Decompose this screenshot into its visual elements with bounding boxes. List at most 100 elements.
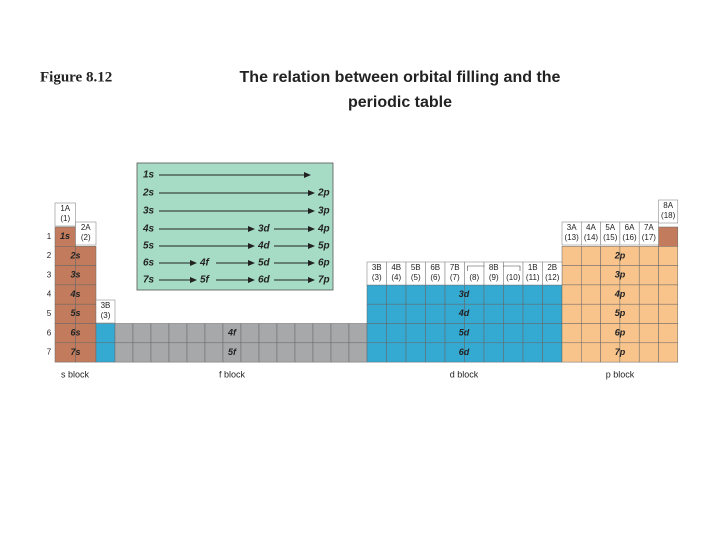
group-number: (8)	[469, 273, 479, 282]
group-number: (17)	[642, 233, 657, 242]
orbital-label: 3d	[258, 224, 271, 235]
element-cell	[95, 342, 116, 363]
element-cell	[638, 323, 659, 344]
group-label: 6A	[625, 223, 635, 232]
p-orbital: 3p	[615, 270, 626, 280]
element-cell	[150, 342, 170, 363]
element-cell	[168, 323, 188, 344]
f-orbital: 5f	[228, 347, 237, 357]
group-header	[542, 261, 563, 286]
orbital-label: 2p	[317, 188, 330, 199]
f-orbital: 4f	[227, 328, 237, 338]
orbital-label: 2s	[142, 188, 155, 199]
period-number: 7	[47, 348, 52, 357]
element-cell	[386, 342, 407, 363]
group-label: 4A	[586, 223, 596, 232]
block-name: p block	[606, 369, 635, 379]
p-orbital: 6p	[615, 328, 626, 338]
orbital-label: 6p	[318, 258, 330, 269]
s-orbital: 5s	[70, 308, 80, 318]
group-number: (5)	[411, 273, 421, 282]
element-cell	[658, 284, 679, 305]
group-number: (15)	[603, 233, 618, 242]
group-number: (13)	[565, 233, 580, 242]
element-cell	[204, 323, 224, 344]
element-cell	[561, 246, 582, 266]
element-cell	[561, 303, 582, 324]
orbital-label: 5f	[200, 275, 211, 286]
element-cell	[132, 323, 152, 344]
d-orbital: 5d	[459, 328, 470, 338]
element-cell	[240, 342, 260, 363]
p-orbital: 2p	[614, 250, 626, 260]
element-cell	[204, 342, 224, 363]
element-cell	[503, 303, 524, 324]
period-number: 5	[47, 309, 52, 318]
element-cell	[483, 284, 504, 305]
group-label: 3B	[101, 301, 111, 310]
element-cell	[150, 323, 170, 344]
group-header	[658, 199, 679, 224]
element-cell	[405, 284, 426, 305]
element-cell	[658, 323, 679, 344]
orbital-label: 4d	[257, 241, 271, 252]
element-cell	[386, 323, 407, 344]
group-number: (6)	[430, 273, 440, 282]
element-cell	[312, 323, 332, 344]
group-label: 1B	[528, 263, 538, 272]
block-name: f block	[219, 369, 246, 379]
element-cell	[330, 342, 350, 363]
element-cell	[95, 323, 116, 344]
element-cell	[581, 284, 601, 305]
orbital-label: 6d	[258, 275, 271, 286]
element-cell	[425, 342, 446, 363]
orbital-label: 5p	[318, 241, 330, 252]
element-cell	[366, 342, 387, 363]
block-name: s block	[61, 369, 90, 379]
element-cell	[658, 303, 679, 324]
period-number: 1	[47, 232, 52, 241]
element-cell	[542, 303, 563, 324]
element-cell	[658, 265, 679, 286]
group-header	[75, 221, 97, 246]
orbital-label: 4s	[142, 224, 155, 235]
element-cell	[405, 323, 426, 344]
group-label: 2A	[81, 223, 91, 232]
element-cell	[581, 303, 601, 324]
element-cell	[638, 284, 659, 305]
group-label: 2B	[547, 263, 557, 272]
element-cell	[348, 342, 368, 363]
element-cell	[581, 265, 601, 286]
period-number: 3	[47, 270, 52, 279]
group-number: (10)	[506, 273, 521, 282]
group-label: 7B	[450, 263, 460, 272]
group-number: (1)	[60, 214, 70, 223]
element-cell	[561, 342, 582, 363]
element-cell	[503, 284, 524, 305]
element-cell	[483, 342, 504, 363]
element-cell	[581, 342, 601, 363]
group-label: 1A	[60, 204, 70, 213]
element-cell	[386, 303, 407, 324]
element-cell	[366, 303, 387, 324]
orbital-label: 4f	[199, 258, 211, 269]
s-orbital: 2s	[69, 250, 80, 260]
d-orbital: 4d	[458, 308, 470, 318]
element-cell	[581, 323, 601, 344]
element-cell	[581, 246, 601, 266]
element-cell	[425, 284, 446, 305]
element-cell	[483, 323, 504, 344]
element-cell	[294, 342, 314, 363]
group-label: 5B	[411, 263, 421, 272]
element-cell	[658, 246, 679, 266]
group-number: (9)	[489, 273, 499, 282]
element-cell	[522, 284, 543, 305]
element-cell	[638, 265, 659, 286]
title-line: The relation between orbital filling and…	[240, 69, 561, 86]
group-number: (16)	[622, 233, 637, 242]
element-cell	[561, 284, 582, 305]
block-name: d block	[450, 369, 479, 379]
element-cell	[658, 226, 679, 247]
element-cell	[276, 342, 296, 363]
